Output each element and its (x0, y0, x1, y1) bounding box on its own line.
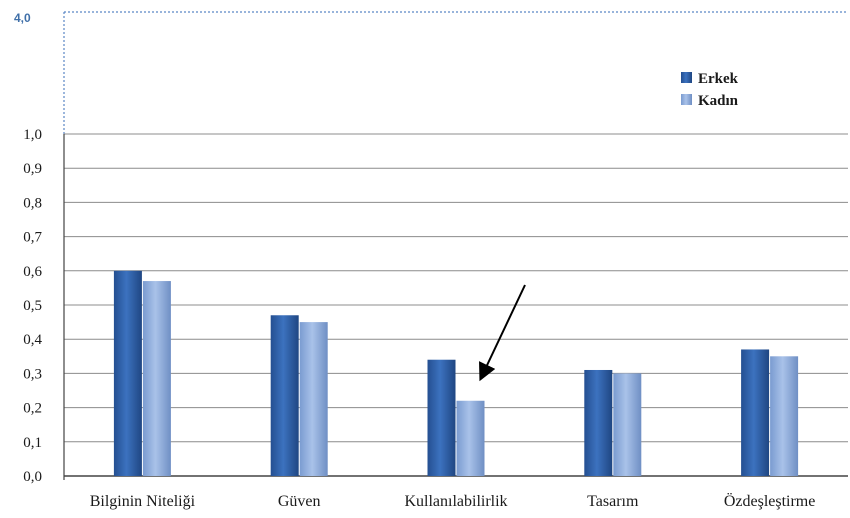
bar-erkek-3 (427, 359, 456, 476)
y-axis: 0,0 0,1 0,2 0,3 0,4 0,5 0,6 0,7 0,8 0,9 1,0 (23, 127, 65, 485)
y-tick-label: 0,9 (23, 161, 42, 177)
bar-erkek-4 (584, 369, 613, 476)
legend-label-kadin: Kadın (698, 93, 739, 109)
bar-kadin-3 (456, 400, 485, 476)
y-tick-label: 0,8 (23, 195, 42, 211)
y-tick-label: 0,2 (23, 401, 42, 417)
bars (113, 270, 799, 476)
bar-erkek-5 (741, 349, 770, 476)
y-tick-label: 0,5 (23, 298, 42, 314)
y-tick-label: 0,6 (23, 264, 42, 280)
y-break-tick-label: 4,0 (14, 11, 31, 25)
x-tick-label: Güven (278, 493, 321, 510)
bar-kadin-5 (770, 356, 799, 476)
y-tick-label: 1,0 (23, 127, 42, 143)
bar-erkek-1 (113, 270, 142, 476)
x-tick-label: Bilginin Niteliği (90, 493, 196, 510)
y-tick-label: 0,3 (23, 366, 42, 382)
x-tick-label: Tasarım (587, 493, 639, 510)
x-axis-labels: Bilginin Niteliği Güven Kullanılabilirlik T… (90, 492, 816, 510)
annotation-arrow (479, 284, 526, 382)
bar-erkek-2 (270, 315, 299, 476)
x-tick-label: Özdeşleştirme (724, 492, 816, 510)
axis-break-frame: 4,0 (14, 11, 848, 134)
legend-swatch-kadin (681, 94, 692, 105)
y-tick-label: 0,1 (23, 435, 42, 451)
y-tick-label: 0,7 (23, 230, 42, 246)
bar-kadin-1 (142, 281, 171, 476)
bar-kadin-4 (613, 373, 642, 476)
x-tick-label: Kullanılabilirlik (404, 493, 507, 510)
legend-label-erkek: Erkek (698, 71, 739, 87)
gridlines (64, 133, 848, 477)
bar-kadin-2 (299, 322, 328, 476)
legend-swatch-erkek (681, 72, 692, 83)
legend: Erkek Kadın (681, 71, 739, 109)
y-tick-label: 0,0 (23, 469, 42, 485)
y-tick-label: 0,4 (23, 332, 42, 348)
